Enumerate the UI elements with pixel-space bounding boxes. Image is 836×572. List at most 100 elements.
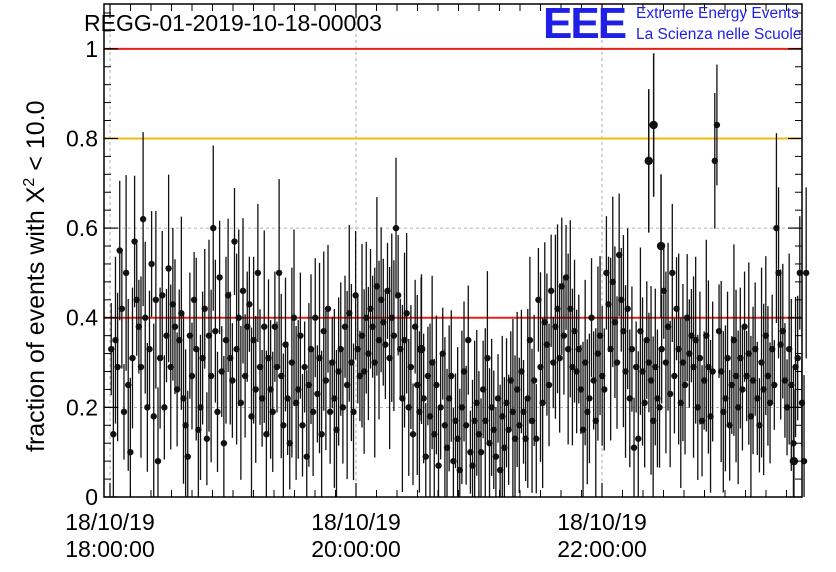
data-point xyxy=(613,359,621,366)
data-point xyxy=(696,354,704,362)
data-point xyxy=(203,435,211,442)
y-tick-label: 1 xyxy=(85,36,98,62)
data-point xyxy=(252,386,259,393)
data-point xyxy=(118,305,126,312)
data-point xyxy=(526,336,534,344)
data-point xyxy=(741,323,748,330)
data-point xyxy=(435,462,442,469)
data-point xyxy=(422,453,429,460)
data-point xyxy=(280,422,287,429)
data-point xyxy=(339,404,347,411)
data-point xyxy=(301,363,308,371)
y-tick-label: 0.8 xyxy=(66,125,98,151)
data-point xyxy=(152,296,160,303)
data-point xyxy=(120,408,128,416)
data-point xyxy=(789,456,799,466)
data-point xyxy=(437,404,444,411)
y-tick-label: 0 xyxy=(85,484,98,510)
data-point xyxy=(239,287,247,295)
data-point xyxy=(114,363,121,371)
data-point xyxy=(210,224,217,232)
x-tick-date: 18/10/19 xyxy=(65,509,155,535)
data-point xyxy=(403,310,410,317)
data-point xyxy=(212,327,219,335)
data-point xyxy=(462,422,470,429)
data-point xyxy=(148,260,155,268)
y-axis-label-symbol: Χ xyxy=(22,186,50,203)
data-point xyxy=(382,341,389,348)
data-point xyxy=(350,408,357,416)
data-point xyxy=(624,305,631,312)
data-point xyxy=(448,372,455,380)
data-point xyxy=(641,399,648,407)
eee-logo: EEE Extreme Energy Events La Scienza nel… xyxy=(543,0,801,48)
y-axis-label-suffix: < 10.0 xyxy=(22,101,50,178)
data-point xyxy=(420,395,427,402)
data-point xyxy=(545,381,553,389)
data-point xyxy=(465,336,472,344)
data-point xyxy=(131,238,138,245)
x-tick-time: 20:00:00 xyxy=(311,536,401,562)
data-point xyxy=(416,344,426,354)
data-point xyxy=(188,372,196,380)
y-tick-label: 0.4 xyxy=(66,305,98,331)
data-point xyxy=(390,332,398,339)
data-point xyxy=(184,453,191,460)
data-point xyxy=(231,238,238,245)
data-point xyxy=(146,345,153,353)
data-point xyxy=(139,215,147,223)
data-point xyxy=(235,314,242,321)
data-point xyxy=(216,274,223,281)
data-point xyxy=(312,314,319,321)
data-point xyxy=(201,305,208,312)
data-point xyxy=(142,314,149,321)
data-point xyxy=(207,372,215,380)
data-point xyxy=(110,431,117,438)
data-point xyxy=(214,408,221,416)
x-tick-date: 18/10/19 xyxy=(311,509,401,535)
logo-letters: EEE xyxy=(543,0,626,48)
x-tick-time: 22:00:00 xyxy=(557,536,647,562)
data-point xyxy=(318,431,325,438)
data-point xyxy=(254,269,262,277)
data-point xyxy=(739,386,746,393)
plot-frame xyxy=(103,3,803,498)
data-point xyxy=(556,354,563,362)
data-point xyxy=(237,399,245,407)
data-point xyxy=(433,381,440,389)
data-point xyxy=(150,413,157,420)
data-point xyxy=(477,448,485,456)
x-tick-time: 18:00:00 xyxy=(65,536,155,562)
data-point xyxy=(547,287,555,295)
data-point xyxy=(709,368,716,375)
x-tick-date: 18/10/19 xyxy=(557,509,647,535)
data-point xyxy=(129,354,136,362)
data-point xyxy=(669,269,676,277)
data-point xyxy=(492,453,500,460)
y-axis-label-superscript: 2 xyxy=(21,178,38,187)
data-point xyxy=(297,332,304,339)
data-point xyxy=(530,377,538,384)
axis-ticks xyxy=(104,4,802,498)
data-point xyxy=(628,345,636,353)
y-tick-labels: 0 0.2 0.4 0.6 0.8 1 xyxy=(66,36,98,510)
data-point xyxy=(275,269,283,277)
data-point xyxy=(671,372,678,380)
data-point xyxy=(161,404,168,411)
data-point xyxy=(220,440,228,447)
data-point xyxy=(588,314,595,321)
data-point xyxy=(724,354,731,362)
data-point xyxy=(630,444,638,451)
data-point xyxy=(122,269,130,277)
data-point xyxy=(322,377,330,384)
y-tick-label: 0.6 xyxy=(66,215,98,241)
data-point xyxy=(586,395,593,402)
data-point xyxy=(261,323,268,330)
data-point xyxy=(409,431,417,438)
data-point xyxy=(299,422,306,429)
y-axis-label-prefix: fraction of events with xyxy=(22,203,50,452)
logo-line1: Extreme Energy Events xyxy=(636,5,799,22)
chart-title: REGG-01-2019-10-18-00003 xyxy=(84,10,382,36)
data-point xyxy=(656,241,666,251)
